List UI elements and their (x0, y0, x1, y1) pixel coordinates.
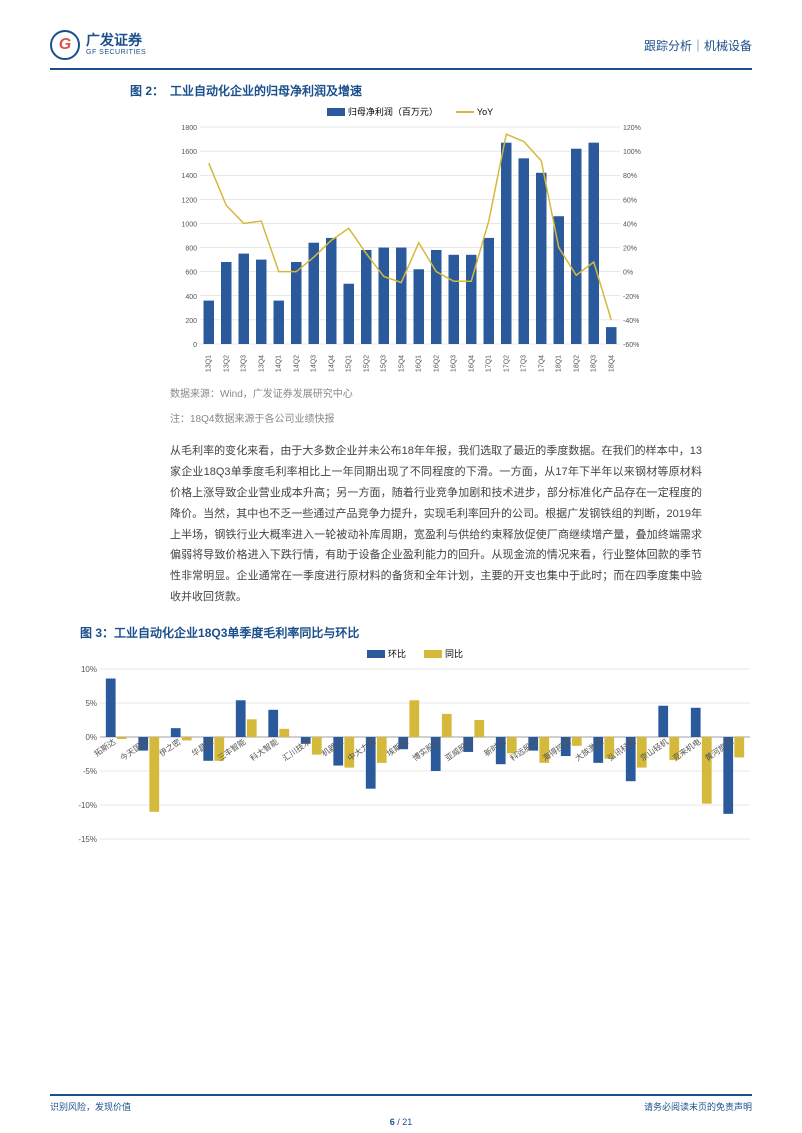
header-category: 跟踪分析｜机械设备 (644, 37, 752, 54)
logo: G 广发证券 GF SECURITIES (50, 30, 146, 60)
footer-left: 识别风险，发现价值 (50, 1100, 131, 1113)
svg-text:1600: 1600 (181, 149, 197, 156)
svg-text:-20%: -20% (623, 294, 639, 301)
svg-text:伊之密: 伊之密 (157, 737, 182, 759)
svg-text:1200: 1200 (181, 197, 197, 204)
svg-text:100%: 100% (623, 149, 641, 156)
svg-text:200: 200 (185, 318, 197, 325)
footer-right: 请务必阅读末页的免责声明 (644, 1100, 752, 1113)
svg-text:-40%: -40% (623, 318, 639, 325)
svg-text:40%: 40% (623, 221, 637, 228)
page-footer: 识别风险，发现价值 请务必阅读末页的免责声明 (50, 1094, 752, 1113)
svg-text:0%: 0% (623, 270, 633, 277)
svg-text:-60%: -60% (623, 342, 639, 349)
body-paragraph: 从毛利率的变化来看，由于大多数企业并未公布18年年报，我们选取了最近的季度数据。… (170, 441, 702, 608)
logo-text-en: GF SECURITIES (86, 49, 146, 57)
svg-text:-15%: -15% (78, 835, 97, 844)
svg-text:1000: 1000 (181, 221, 197, 228)
svg-text:0: 0 (193, 342, 197, 349)
svg-text:800: 800 (185, 246, 197, 253)
svg-text:60%: 60% (623, 197, 637, 204)
svg-text:120%: 120% (623, 125, 641, 132)
svg-text:20%: 20% (623, 246, 637, 253)
figure-3-chart: 环比 同比 -15%-10%-5%0%5%10%拓斯达今天国际伊之密华昌达三丰智… (70, 647, 760, 897)
figure-2-legend: 归母净利润（百万元） YoY (170, 105, 650, 118)
svg-text:5%: 5% (85, 699, 97, 708)
svg-text:-10%: -10% (78, 801, 97, 810)
figure-2-title: 图 2：工业自动化企业的归母净利润及增速 (130, 82, 752, 99)
figure-3-title: 图 3：工业自动化企业18Q3单季度毛利率同比与环比 (80, 624, 752, 641)
figure-2-svg: 0 -60% 200 -40% 400 -20% 600 0% 800 20% 1000 40% 120… (170, 122, 650, 352)
page-header: G 广发证券 GF SECURITIES 跟踪分析｜机械设备 (50, 30, 752, 70)
logo-icon: G (50, 30, 80, 60)
figure-2-source: 数据来源：Wind，广发证券发展研究中心 (170, 385, 752, 400)
svg-text:10%: 10% (81, 665, 97, 674)
svg-text:1800: 1800 (181, 125, 197, 132)
svg-text:科大智能: 科大智能 (248, 737, 280, 764)
svg-text:汇川技术: 汇川技术 (280, 737, 312, 764)
svg-text:400: 400 (185, 294, 197, 301)
figure-3-svg: -15%-10%-5%0%5%10%拓斯达今天国际伊之密华昌达三丰智能科大智能汇… (70, 664, 760, 889)
page-number: 6 / 21 (390, 1117, 413, 1127)
svg-text:1400: 1400 (181, 173, 197, 180)
figure-2-note: 注：18Q4数据来源于各公司业绩快报 (170, 410, 752, 425)
svg-text:-5%: -5% (83, 767, 97, 776)
logo-text-cn: 广发证券 (86, 33, 146, 48)
svg-text:80%: 80% (623, 173, 637, 180)
svg-text:600: 600 (185, 270, 197, 277)
svg-text:0%: 0% (85, 733, 97, 742)
figure-3-legend: 环比 同比 (70, 647, 760, 660)
figure-2-chart: 归母净利润（百万元） YoY 0 -60% 200 -40% 400 -20% 600 0% 8… (170, 105, 752, 365)
